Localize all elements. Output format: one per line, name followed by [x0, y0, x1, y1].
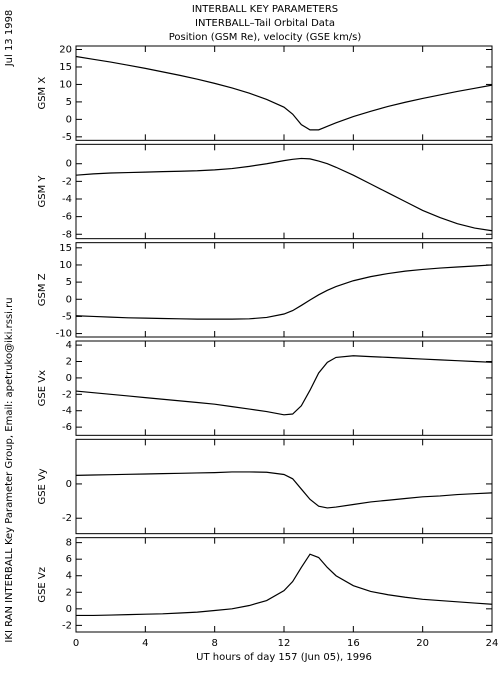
y-tick-label: 0: [66, 114, 72, 125]
y-tick-label: 15: [59, 62, 72, 73]
y-tick-label: -4: [62, 194, 72, 205]
y-tick-label: -5: [62, 132, 72, 143]
y-tick-label: 10: [59, 260, 72, 271]
y-tick-label: 15: [59, 243, 72, 254]
y-tick-label: -6: [62, 422, 72, 433]
x-tick-label: 20: [416, 638, 429, 649]
y-tick-label: 0: [66, 479, 72, 490]
data-line: [75, 55, 493, 131]
y-tick-label: -6: [62, 212, 72, 223]
panel-frame: [75, 143, 493, 240]
x-tick-label: 4: [142, 638, 148, 649]
credit: IKI RAN INTERBALL Key Parameter Group, E…: [4, 297, 15, 642]
y-tick-label: 10: [59, 79, 72, 90]
y-tick-label: -2: [62, 389, 72, 400]
data-line: [76, 553, 493, 617]
y-axis-label: GSE Vy: [37, 468, 48, 504]
y-tick-label: -2: [62, 620, 72, 631]
x-tick-label: 16: [347, 638, 360, 649]
data-line: [75, 471, 493, 509]
x-tick-label: 12: [278, 638, 291, 649]
y-tick-label: -2: [62, 176, 72, 187]
y-tick-label: 2: [66, 357, 72, 368]
x-tick-label: 8: [211, 638, 217, 649]
y-axis-label: GSM Y: [37, 175, 48, 208]
data-line: [75, 355, 493, 416]
y-tick-label: -4: [62, 406, 72, 417]
y-tick-label: 5: [66, 97, 72, 108]
y-axis-label: GSM Z: [37, 273, 48, 306]
y-tick-label: 0: [66, 373, 72, 384]
y-axis-label: GSE Vx: [37, 370, 48, 406]
title-line: Position (GSM Re), velocity (GSE km/s): [169, 32, 362, 43]
y-tick-label: 0: [66, 294, 72, 305]
y-axis-label: GSE Vz: [37, 567, 48, 603]
panel-frame: [75, 242, 493, 338]
y-tick-label: 20: [59, 44, 72, 55]
title-line: INTERBALL KEY PARAMETERS: [192, 4, 338, 15]
panel-frame: [75, 45, 493, 141]
data-line: [75, 157, 493, 232]
y-tick-label: 5: [66, 277, 72, 288]
y-tick-label: 2: [66, 587, 72, 598]
panel-frame: [75, 438, 493, 535]
y-tick-label: 6: [66, 554, 72, 565]
y-tick-label: 4: [66, 340, 72, 351]
y-tick-label: -2: [62, 513, 72, 524]
y-tick-label: -8: [62, 229, 72, 240]
x-tick-label: 24: [486, 638, 499, 649]
panel-frame: [75, 340, 493, 436]
y-tick-label: -5: [62, 311, 72, 322]
panel-frame: [75, 537, 493, 633]
y-tick-label: 8: [66, 538, 72, 549]
y-tick-label: 0: [66, 159, 72, 170]
date: Jul 13 1998: [4, 10, 15, 68]
y-axis-label: GSM X: [37, 77, 48, 110]
y-tick-label: -10: [56, 329, 72, 340]
x-tick-label: 0: [73, 638, 79, 649]
y-tick-label: 0: [66, 604, 72, 615]
x-axis-label: UT hours of day 157 (Jun 05), 1996: [196, 652, 372, 663]
data-line: [75, 264, 493, 320]
y-tick-label: 4: [66, 571, 72, 582]
title-line: INTERBALL–Tail Orbital Data: [195, 18, 335, 29]
